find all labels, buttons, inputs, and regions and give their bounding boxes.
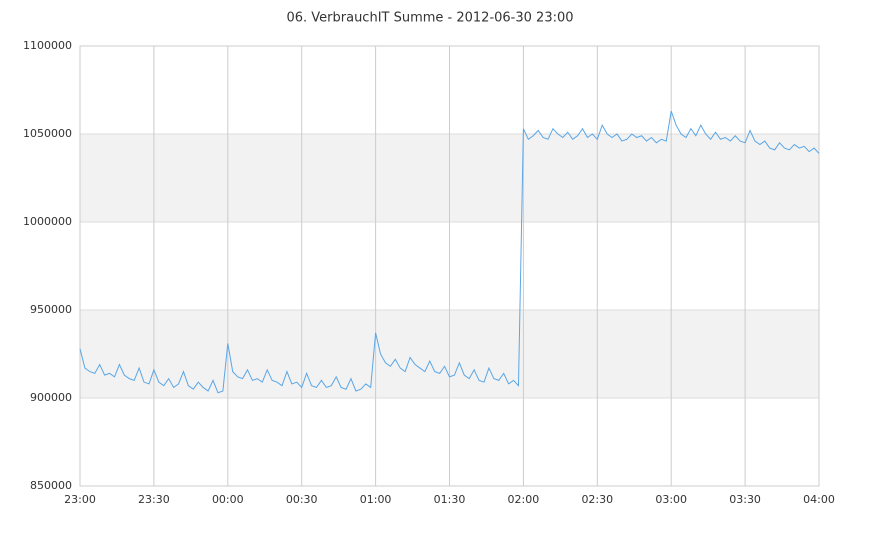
- x-tick-label: 03:30: [729, 493, 761, 506]
- data-line: [79, 110, 820, 394]
- x-tick-label: 00:30: [286, 493, 318, 506]
- y-tick-label: 900000: [30, 391, 72, 404]
- plot-frame: [79, 45, 820, 487]
- y-tick-label: 1050000: [23, 127, 72, 140]
- y-tick-label: 1000000: [23, 215, 72, 228]
- x-tick-label: 01:30: [434, 493, 466, 506]
- x-tick-label: 04:00: [803, 493, 835, 506]
- x-tick-label: 01:00: [360, 493, 392, 506]
- x-tick-label: 02:00: [508, 493, 540, 506]
- x-tick-label: 02:30: [581, 493, 613, 506]
- chart-title: 06. VerbrauchIT Summe - 2012-06-30 23:00: [286, 11, 573, 26]
- x-tick-label: 23:00: [64, 493, 96, 506]
- y-tick-label: 950000: [30, 303, 72, 316]
- x-tick-label: 03:00: [655, 493, 687, 506]
- x-tick-label: 00:00: [212, 493, 244, 506]
- y-tick-label: 1100000: [23, 39, 72, 52]
- x-tick-label: 23:30: [138, 493, 170, 506]
- y-tick-label: 850000: [30, 479, 72, 492]
